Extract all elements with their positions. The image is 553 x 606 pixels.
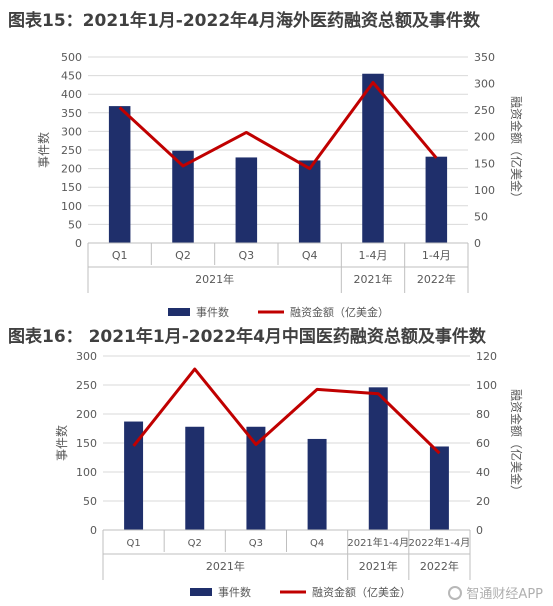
bar bbox=[368, 387, 388, 530]
x-category-label: 1-4月 bbox=[422, 249, 451, 262]
right-axis-tick-label: 40 bbox=[476, 466, 490, 479]
right-axis-tick-label: 200 bbox=[474, 131, 495, 144]
x-category-label: Q2 bbox=[188, 538, 202, 549]
x-group-label: 2021年 bbox=[206, 559, 245, 573]
bar bbox=[185, 426, 205, 530]
right-axis-tick-label: 60 bbox=[476, 437, 490, 450]
x-group-label: 2021年 bbox=[359, 559, 398, 573]
legend-bar-label: 事件数 bbox=[196, 306, 229, 319]
left-axis-title: 事件数 bbox=[36, 132, 51, 168]
chart-15: 0 50 100 150 200 250 300 350 400 450 500 0 50 100 150 2… bbox=[36, 51, 524, 319]
bar bbox=[425, 156, 448, 243]
left-axis-tick-label: 350 bbox=[61, 107, 82, 120]
bar bbox=[124, 421, 144, 530]
left-axis-tick-label: 150 bbox=[61, 181, 82, 194]
chart-15-title: 图表15：2021年1月-2022年4月海外医药融资总额及事件数 bbox=[8, 11, 480, 31]
right-axis-title: 融资金额（亿美金） bbox=[509, 389, 524, 497]
legend-bar-swatch bbox=[190, 588, 212, 596]
left-axis-tick-label: 500 bbox=[61, 51, 82, 64]
x-group-label: 2021年 bbox=[195, 272, 234, 286]
bar bbox=[108, 106, 131, 243]
x-group-label: 2022年 bbox=[417, 272, 456, 286]
left-axis-tick-label: 200 bbox=[76, 408, 97, 421]
bar bbox=[246, 426, 266, 530]
right-axis-tick-label: 0 bbox=[476, 524, 483, 537]
left-axis-tick-label: 300 bbox=[76, 350, 97, 363]
left-axis-tick-label: 250 bbox=[61, 144, 82, 157]
x-group-label: 2022年 bbox=[420, 559, 459, 573]
legend: 事件数 融资金额（亿美金） bbox=[190, 585, 411, 599]
x-category-label: Q4 bbox=[302, 249, 318, 262]
legend: 事件数 融资金额（亿美金） bbox=[168, 305, 389, 319]
bar bbox=[362, 73, 384, 243]
left-axis-tick-label: 0 bbox=[75, 237, 82, 250]
funding-line bbox=[132, 367, 441, 455]
x-category-label: 2022年1-4月 bbox=[409, 536, 471, 549]
chart-16: 0 50 100 150 200 250 300 0 20 40 60 80 100 120 Q1 Q2 Q3 Q… bbox=[54, 350, 524, 599]
x-category-label: 2021年1-4月 bbox=[347, 536, 409, 549]
watermark-logo-icon bbox=[448, 585, 463, 600]
right-axis-tick-label: 20 bbox=[476, 495, 490, 508]
x-category-label: 1-4月 bbox=[359, 249, 388, 262]
bar bbox=[172, 150, 194, 243]
right-axis-tick-label: 150 bbox=[474, 157, 495, 170]
right-axis-tick-label: 100 bbox=[476, 379, 497, 392]
left-axis-tick-label: 50 bbox=[83, 495, 97, 508]
x-category-label: Q3 bbox=[238, 249, 254, 262]
x-category-label: Q4 bbox=[310, 538, 324, 549]
funding-line bbox=[118, 81, 438, 171]
bar bbox=[307, 438, 327, 530]
right-axis-tick-label: 300 bbox=[474, 78, 495, 91]
x-category-label: Q2 bbox=[175, 249, 191, 262]
x-category-label: Q1 bbox=[112, 249, 128, 262]
right-axis-tick-label: 350 bbox=[474, 51, 495, 64]
left-axis-tick-label: 150 bbox=[76, 437, 97, 450]
left-axis-tick-label: 450 bbox=[61, 70, 82, 83]
x-group-label: 2021年 bbox=[354, 272, 393, 286]
watermark: 智通财经APP bbox=[448, 583, 543, 602]
left-axis-tick-label: 100 bbox=[76, 466, 97, 479]
bar bbox=[298, 160, 321, 243]
right-axis-tick-label: 120 bbox=[476, 350, 497, 363]
bar bbox=[429, 446, 449, 530]
right-axis-tick-label: 80 bbox=[476, 408, 490, 421]
left-axis-tick-label: 400 bbox=[61, 88, 82, 101]
watermark-text: 智通财经APP bbox=[466, 587, 543, 602]
legend-bar-label: 事件数 bbox=[218, 586, 251, 599]
left-axis-title: 事件数 bbox=[54, 425, 69, 461]
right-axis-title: 融资金额（亿美金） bbox=[509, 96, 524, 204]
legend-bar-swatch bbox=[168, 308, 190, 316]
left-axis-tick-label: 50 bbox=[68, 218, 82, 231]
right-axis-tick-label: 100 bbox=[474, 184, 495, 197]
x-category-label: Q1 bbox=[126, 538, 140, 549]
left-axis-tick-label: 100 bbox=[61, 200, 82, 213]
left-axis-tick-label: 250 bbox=[76, 379, 97, 392]
right-axis-tick-label: 50 bbox=[474, 210, 488, 223]
left-axis-tick-label: 200 bbox=[61, 163, 82, 176]
right-axis-tick-label: 0 bbox=[474, 237, 481, 250]
legend-line-label: 融资金额（亿美金） bbox=[312, 585, 411, 599]
chart-16-title: 图表16： 2021年1月-2022年4月中国医药融资总额及事件数 bbox=[8, 327, 486, 347]
legend-line-label: 融资金额（亿美金） bbox=[290, 305, 389, 319]
left-axis-tick-label: 0 bbox=[90, 524, 97, 537]
right-axis-tick-label: 250 bbox=[474, 104, 495, 117]
x-category-label: Q3 bbox=[249, 538, 263, 549]
left-axis-tick-label: 300 bbox=[61, 125, 82, 138]
bar bbox=[235, 157, 258, 243]
